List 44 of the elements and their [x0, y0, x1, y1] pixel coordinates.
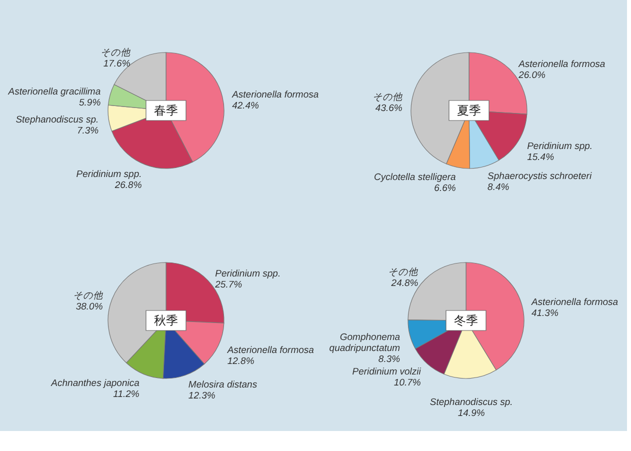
slice-label: その他	[388, 267, 420, 278]
data-label: 8.4%	[488, 182, 510, 193]
data-label: 14.9%	[458, 408, 486, 420]
slice-label: Peridinium spp.	[215, 268, 281, 280]
slice-label: Achnanthes japonica	[50, 378, 140, 390]
slice-label: Asterionella formosa	[226, 344, 314, 356]
data-label: 7.3%	[76, 126, 100, 137]
data-label: 42.4%	[232, 100, 260, 112]
text: 秋季	[154, 314, 178, 328]
data-label: 43.6%	[375, 102, 403, 114]
data-label: 24.8%	[390, 278, 419, 290]
slice-label: Asterionella gracillima	[7, 86, 101, 98]
slice-label: Stephanodiscus sp.	[430, 397, 513, 408]
data-label: 12.3%	[188, 390, 216, 402]
slice-label: Peridinium spp.	[527, 140, 593, 152]
data-label: 17.6%	[103, 58, 131, 70]
data-label: 25.7%	[214, 279, 243, 290]
slice-label: Cyclotella stelligera	[374, 172, 456, 184]
data-label: 41.3%	[531, 308, 559, 320]
data-label: 6.6%	[434, 183, 456, 194]
data-label: 26.8%	[114, 180, 142, 192]
data-label: 26.0%	[518, 70, 546, 81]
data-label: 11.2%	[113, 389, 140, 400]
slice-label: Stephanodiscus sp.	[16, 114, 99, 126]
slice-label: Asterionella formosa	[530, 297, 618, 308]
data-label: 15.4%	[527, 152, 555, 163]
slice-label: Peridinium volzii	[352, 366, 422, 378]
slice-label: Gomphonema quadripunctatum	[329, 332, 400, 354]
data-label: 8.3%	[378, 354, 401, 366]
data-label: 5.9%	[78, 98, 102, 109]
slice-label: その他	[372, 92, 404, 103]
text: 夏季	[457, 104, 481, 118]
slice-label: Sphaerocystis schroeteri	[488, 170, 592, 182]
slice-label: Melosira distans	[188, 380, 258, 391]
slice-label: その他	[72, 290, 104, 302]
text: 冬季	[454, 314, 478, 328]
text: 春季	[154, 104, 178, 118]
slice-label: Peridinium spp.	[76, 169, 142, 180]
data-label: 38.0%	[76, 301, 104, 312]
data-label: 12.8%	[227, 356, 255, 367]
slice-label: Asterionella formosa	[518, 58, 606, 70]
data-label: 10.7%	[394, 377, 422, 388]
slice-label: Asterionella formosa	[231, 89, 319, 100]
slice-label: その他	[100, 48, 132, 59]
